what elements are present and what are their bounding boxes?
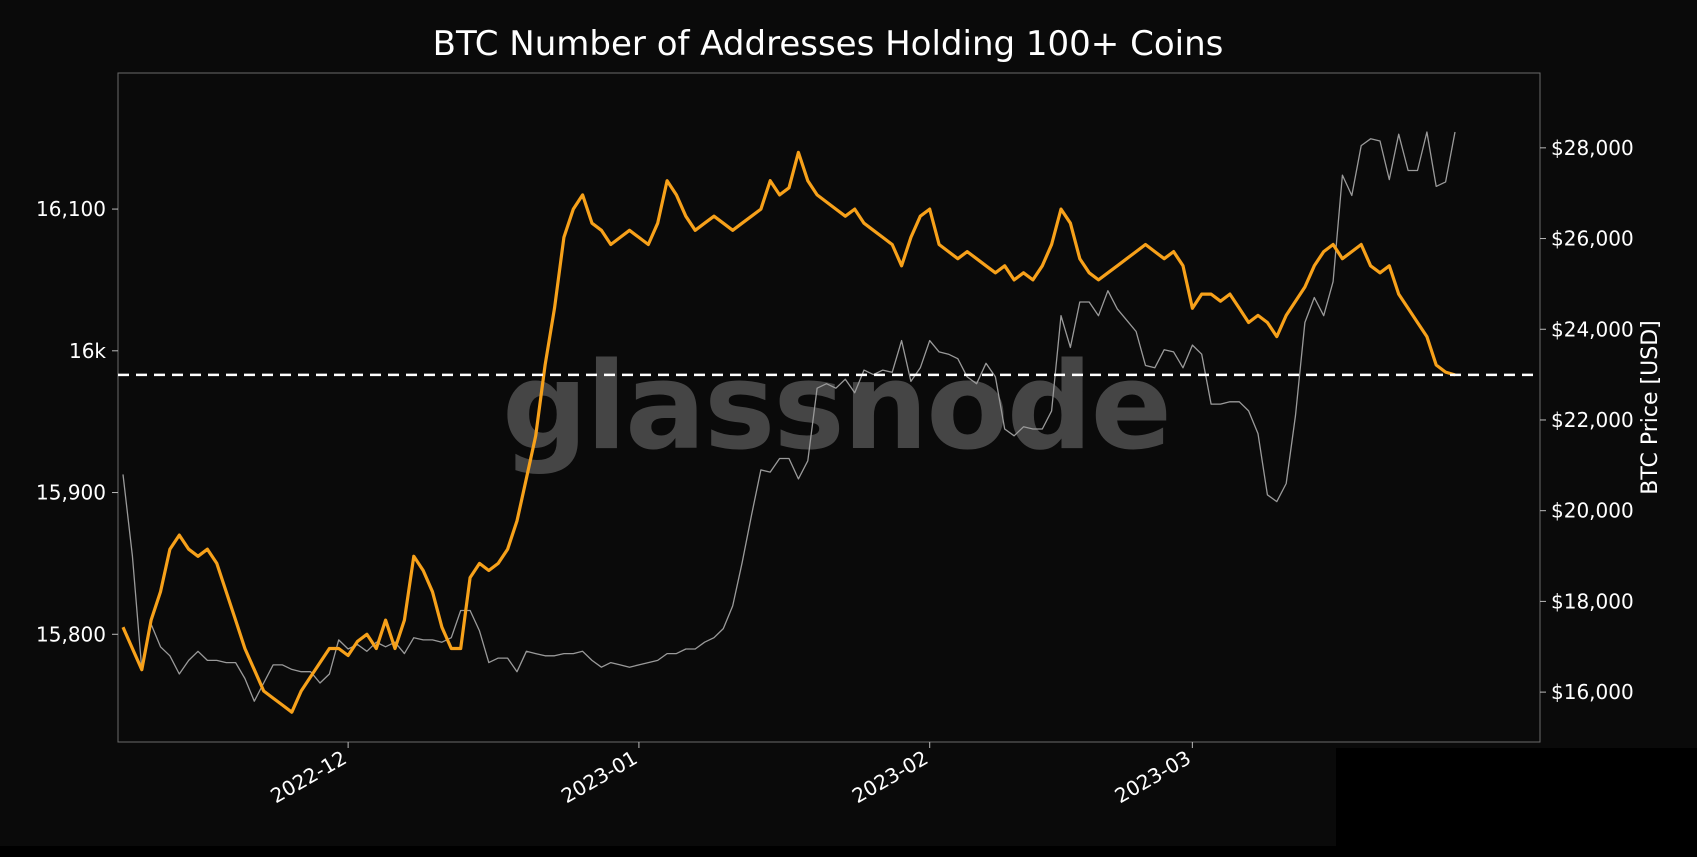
plot-area [117,72,1541,743]
right-axis-label: BTC Price [USD] [1638,320,1663,494]
right-tick-label: $18,000 [1551,589,1634,613]
right-tick-label: $26,000 [1551,227,1634,251]
right-tick-label: $24,000 [1551,317,1634,341]
right-tick-label: $22,000 [1551,408,1634,432]
left-axis-ticks: 15,800 15,900 16k 16,100 [36,197,118,646]
left-tick-label: 16k [69,339,106,363]
left-tick-label: 16,100 [36,197,106,221]
right-tick-label: $16,000 [1551,680,1634,704]
left-tick-label: 15,800 [36,622,106,646]
watermark-logo: glassnode [502,338,1170,477]
price-series-line [122,131,1456,702]
left-tick-label: 15,900 [36,481,106,505]
right-tick-label: $20,000 [1551,499,1634,523]
series-lines [121,131,1456,714]
addresses-series-line [121,150,1456,714]
chart-title: BTC Number of Addresses Holding 100+ Coi… [433,24,1224,64]
right-tick-label: $28,000 [1551,136,1634,160]
right-axis-ticks: $16,000 $18,000 $20,000 $22,000 $24,000 $26,0… [1540,136,1634,704]
